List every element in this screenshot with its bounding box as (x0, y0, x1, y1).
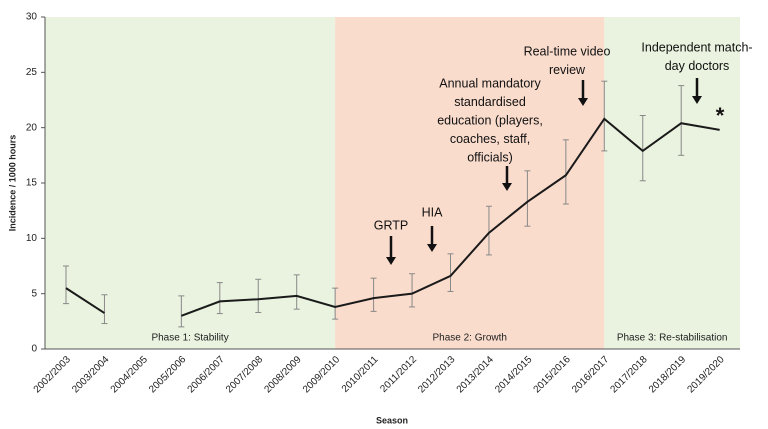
y-tick-label: 15 (26, 178, 38, 189)
x-tick-label: 2012/2013 (416, 354, 458, 396)
x-tick-label: 2011/2012 (378, 354, 419, 395)
x-tick-label: 2013/2014 (455, 354, 497, 396)
x-tick-label: 2015/2016 (532, 354, 574, 396)
x-tick-label: 2014/2015 (493, 354, 535, 396)
error-bar (216, 282, 223, 315)
annotation: day doctors (665, 59, 730, 73)
error-bar (639, 114, 646, 182)
error-bar (178, 295, 185, 328)
error-bar (101, 294, 108, 325)
x-tick-label: 2018/2019 (647, 354, 689, 396)
x-tick-label: 2003/2004 (70, 354, 112, 396)
x-tick-label: 2016/2017 (570, 354, 612, 396)
x-axis-title: Season (376, 415, 408, 425)
annotation: standardised (454, 95, 526, 109)
x-tick-label: 2019/2020 (685, 354, 727, 396)
annotation: * (716, 103, 725, 128)
error-bar (255, 278, 262, 313)
arrow-head (578, 98, 588, 106)
error-bar (562, 139, 569, 205)
y-axis-title: Incidence / 1000 hours (7, 135, 17, 232)
arrow-head (386, 257, 396, 265)
phase-label: Phase 1: Stability (151, 333, 228, 344)
annotation: education (players, (437, 113, 543, 127)
error-bar (332, 287, 339, 320)
phase-label: Phase 3: Re-stabilisation (617, 333, 728, 344)
y-tick-label: 20 (26, 122, 38, 133)
annotation: coaches, staff, (450, 132, 530, 146)
error-bar (524, 170, 531, 227)
arrow-head (692, 96, 702, 104)
phase-band (45, 17, 336, 349)
phase-label: Phase 2: Growth (432, 333, 506, 344)
arrow-head (427, 244, 437, 252)
x-tick-label: 2004/2005 (109, 354, 151, 396)
error-bar (485, 205, 492, 256)
y-tick-label: 0 (31, 344, 37, 355)
annotation: review (549, 63, 586, 77)
y-tick-label: 25 (26, 67, 38, 78)
error-bar (601, 80, 608, 152)
x-tick-label: 2008/2009 (262, 354, 304, 396)
error-bar (409, 273, 416, 308)
x-tick-label: 2002/2003 (32, 354, 74, 396)
error-bar (447, 253, 454, 292)
annotation: Real-time video (524, 44, 611, 58)
annotation: Independent match- (641, 40, 752, 54)
data-line (65, 117, 720, 317)
annotation: Annual mandatory (439, 76, 541, 90)
x-tick-label: 2010/2011 (340, 354, 381, 395)
y-tick-label: 5 (31, 288, 37, 299)
y-tick-label: 10 (26, 233, 38, 244)
error-bar (63, 265, 69, 305)
x-tick-label: 2007/2008 (224, 354, 266, 396)
x-tick-label: 2006/2007 (186, 354, 228, 396)
error-bar (370, 277, 377, 312)
y-tick-label: 30 (26, 12, 38, 23)
error-bar (293, 274, 300, 310)
phase-band (335, 17, 605, 349)
annotation: officials) (467, 150, 513, 164)
annotation: HIA (422, 205, 444, 219)
x-tick-label: 2005/2006 (147, 354, 189, 396)
phase-band (604, 17, 740, 349)
arrow-head (502, 183, 512, 191)
x-tick-label: 2017/2018 (609, 354, 651, 396)
error-bar (678, 85, 685, 156)
x-tick-label: 2009/2010 (301, 354, 343, 396)
annotation: GRTP (374, 218, 409, 232)
